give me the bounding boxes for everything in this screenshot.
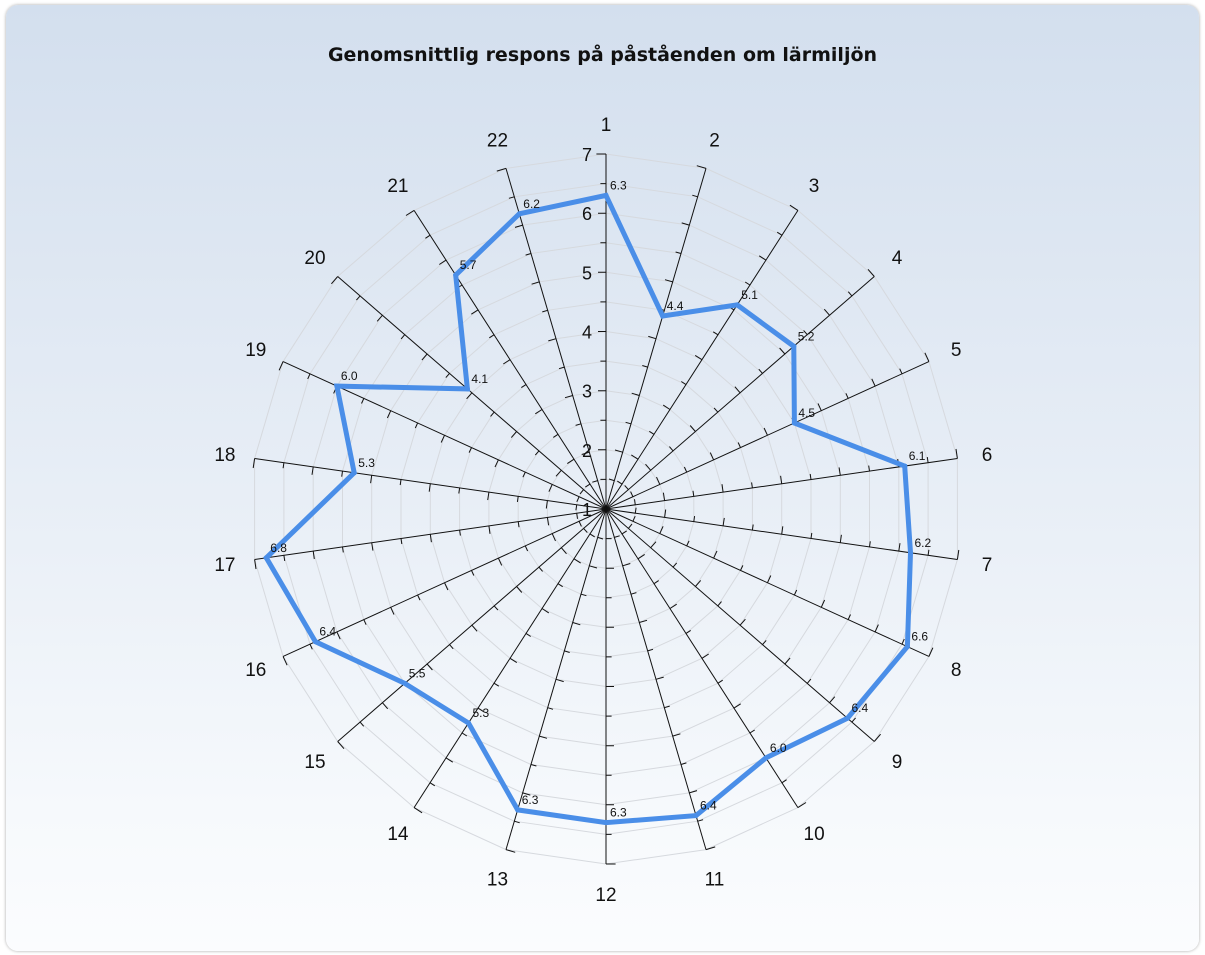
category-label: 12 xyxy=(595,885,616,906)
spoke-ticks xyxy=(413,533,595,814)
spoke xyxy=(413,210,607,510)
chart-card xyxy=(6,5,1199,951)
radial-tick-label: 5 xyxy=(582,263,592,283)
data-point xyxy=(603,192,609,198)
data-point xyxy=(466,720,471,726)
category-label: 16 xyxy=(245,660,266,681)
data-point xyxy=(734,302,740,308)
spoke xyxy=(605,508,799,808)
spoke-ticks xyxy=(596,153,606,480)
category-label: 9 xyxy=(892,752,903,773)
radial-tick-label: 3 xyxy=(582,382,592,402)
data-point xyxy=(904,644,910,650)
category-label: 3 xyxy=(809,176,820,197)
data-label: 6.8 xyxy=(270,541,287,555)
data-point xyxy=(908,550,913,556)
data-label: 5.3 xyxy=(358,456,375,470)
category-label: 22 xyxy=(487,131,508,152)
data-label: 6.3 xyxy=(610,806,627,820)
category-label: 20 xyxy=(304,248,325,269)
spoke-ticks xyxy=(331,276,584,495)
data-point xyxy=(693,813,699,819)
category-label: 19 xyxy=(245,340,266,361)
spoke-ticks xyxy=(617,204,799,485)
data-point xyxy=(312,639,318,645)
data-label: 6.3 xyxy=(610,178,627,192)
category-label: 6 xyxy=(982,445,993,466)
category-label: 7 xyxy=(982,555,993,576)
spoke-ticks xyxy=(252,458,578,511)
spoke-ticks xyxy=(614,535,716,851)
data-label: 6.1 xyxy=(909,449,926,463)
data-label: 6.6 xyxy=(911,630,928,644)
data-label: 6.4 xyxy=(700,799,717,813)
category-label: 10 xyxy=(804,824,825,845)
category-label: 11 xyxy=(705,869,725,890)
category-label: 15 xyxy=(304,752,325,773)
data-point xyxy=(464,386,470,392)
data-point xyxy=(516,211,522,217)
data-label: 6.3 xyxy=(522,793,539,807)
data-point xyxy=(515,807,521,813)
data-point xyxy=(453,272,459,278)
data-point xyxy=(902,463,908,469)
spoke-ticks xyxy=(278,361,580,503)
data-label: 4.5 xyxy=(798,406,815,420)
spoke-ticks xyxy=(606,538,616,865)
category-label: 5 xyxy=(951,340,962,361)
category-label: 14 xyxy=(387,824,409,845)
category-label: 4 xyxy=(892,248,903,269)
data-label: 5.1 xyxy=(741,288,758,302)
data-label: 6.4 xyxy=(852,701,869,715)
chart-title: Genomsnittlig respons på påståenden om l… xyxy=(327,44,878,66)
spoke xyxy=(605,168,707,510)
data-point xyxy=(845,715,850,721)
spoke-ticks xyxy=(628,523,881,742)
data-label: 6.2 xyxy=(915,536,932,550)
data-point xyxy=(791,420,797,426)
spoke-ticks xyxy=(337,528,588,750)
data-label: 6.0 xyxy=(770,741,787,755)
data-point xyxy=(660,313,666,319)
category-label: 13 xyxy=(487,869,508,890)
spoke-ticks xyxy=(254,513,578,570)
data-label: 4.1 xyxy=(471,372,488,386)
data-point xyxy=(334,383,340,389)
spoke-ticks xyxy=(630,352,930,497)
data-label: 5.2 xyxy=(798,329,815,343)
radial-tick-label: 6 xyxy=(582,204,592,224)
category-label: 1 xyxy=(601,115,612,136)
category-label: 21 xyxy=(387,176,408,197)
data-point xyxy=(603,820,609,826)
data-point xyxy=(351,470,357,476)
category-label: 18 xyxy=(214,445,235,466)
data-label: 6.0 xyxy=(341,369,358,383)
data-label: 6.2 xyxy=(523,197,540,211)
data-point xyxy=(763,755,769,761)
category-label: 2 xyxy=(709,131,720,152)
data-label: 5.7 xyxy=(460,258,477,272)
radial-tick-label: 1 xyxy=(582,500,592,520)
radial-tick-label: 2 xyxy=(582,441,592,461)
data-label: 4.4 xyxy=(667,299,684,313)
data-point xyxy=(402,680,408,686)
spoke xyxy=(605,276,875,510)
spoke-ticks xyxy=(632,515,934,657)
spoke-ticks xyxy=(496,167,598,483)
radial-tick-label: 7 xyxy=(582,145,592,165)
spoke-ticks xyxy=(634,507,960,560)
data-label: 5.3 xyxy=(473,706,490,720)
data-label: 6.4 xyxy=(319,625,336,639)
spoke-ticks xyxy=(505,536,604,853)
radial-tick-label: 4 xyxy=(582,323,592,343)
data-point xyxy=(791,343,797,349)
data-label: 5.5 xyxy=(409,666,426,680)
spoke-ticks xyxy=(624,268,875,490)
spoke-ticks xyxy=(282,521,582,666)
category-label: 8 xyxy=(951,660,962,681)
data-point xyxy=(263,555,269,561)
category-label: 17 xyxy=(214,555,235,576)
spoke-ticks xyxy=(405,209,591,488)
